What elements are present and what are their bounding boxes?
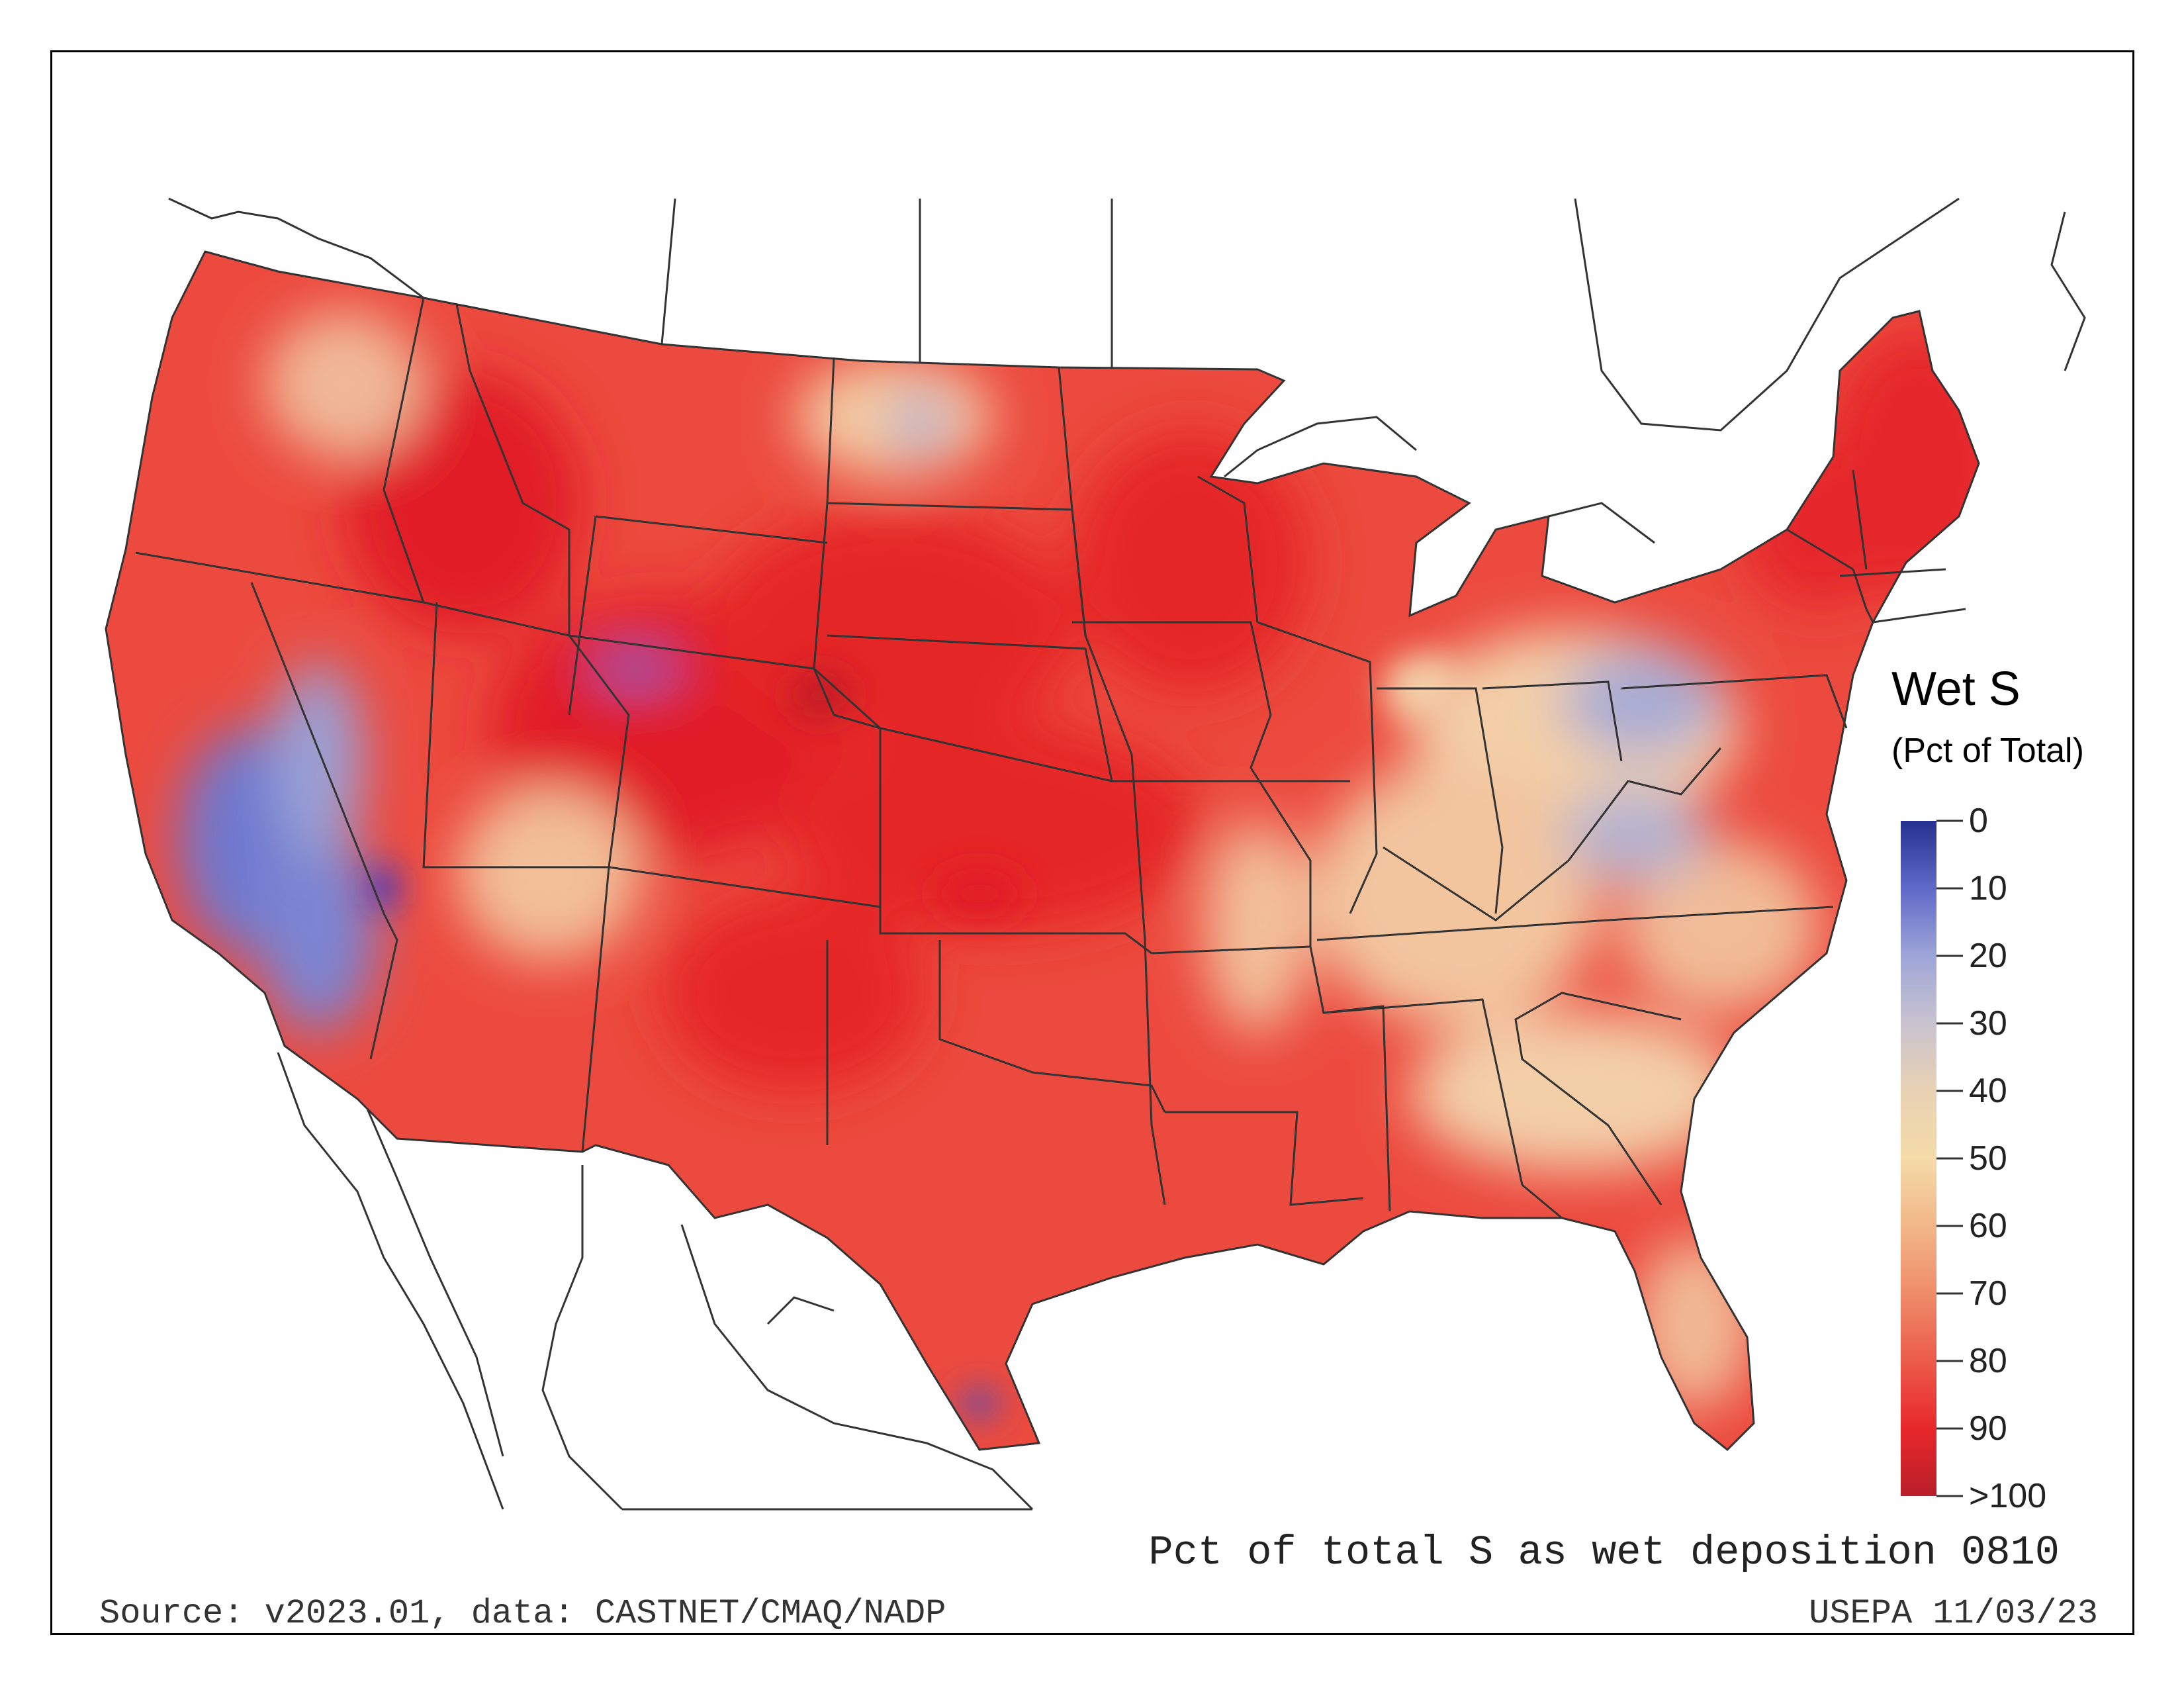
legend-tick-label: 70: [1969, 1274, 2007, 1313]
legend-tick-label: 90: [1969, 1409, 2007, 1448]
legend-tick-label: 30: [1969, 1004, 2007, 1043]
source-note: Source: v2023.01, data: CASTNET/CMAQ/NAD…: [99, 1594, 946, 1633]
map-caption: Pct of total S as wet deposition 0810: [1148, 1529, 2060, 1576]
legend-tick-label: 60: [1969, 1207, 2007, 1245]
agency-date-stamp: USEPA 11/03/23: [1809, 1594, 2098, 1633]
map-frame: [50, 50, 2134, 1635]
legend-tick-label: 20: [1969, 937, 2007, 975]
legend-tick-label: 50: [1969, 1139, 2007, 1178]
state-borders: [105, 250, 1980, 1452]
neighbor-outlines: [168, 197, 2086, 1511]
legend-tick-label: 0: [1969, 802, 1988, 840]
legend-tick-label: 10: [1969, 869, 2007, 908]
legend-tick-label: >100: [1969, 1477, 2047, 1515]
legend-tick-label: 80: [1969, 1342, 2007, 1380]
legend-subtitle: (Pct of Total): [1891, 731, 2084, 770]
legend-tick-label: 40: [1969, 1072, 2007, 1110]
legend-ticks: [1936, 820, 1963, 1497]
legend-title: Wet S: [1891, 663, 2021, 716]
legend-colorbar: [1901, 821, 1936, 1496]
